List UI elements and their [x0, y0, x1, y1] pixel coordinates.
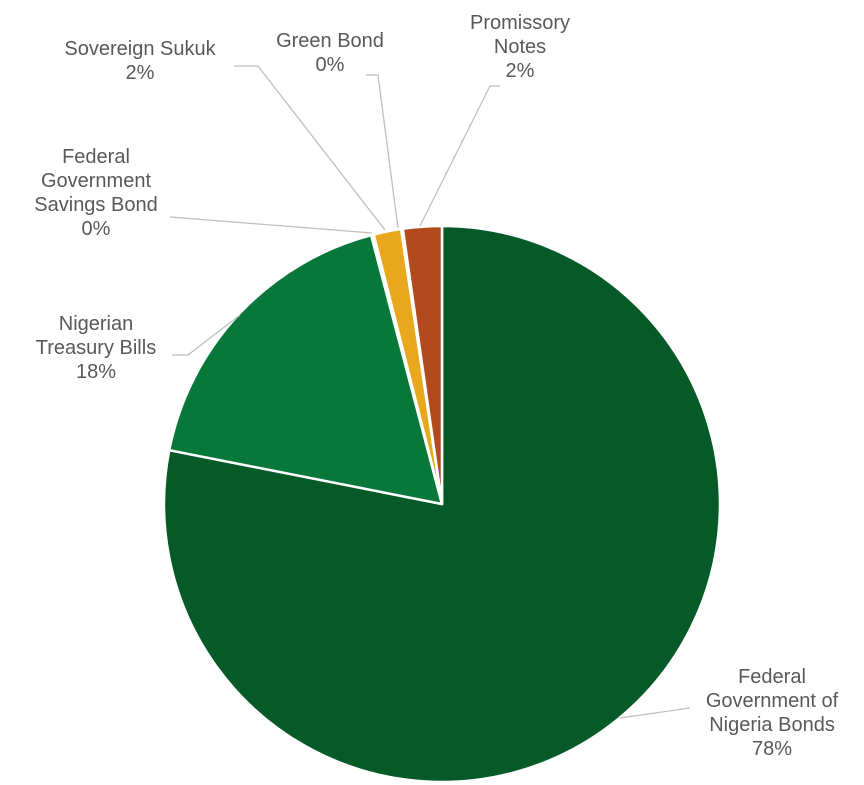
leader-line: [619, 707, 691, 719]
leader-line: [419, 85, 500, 227]
slice-name-line: Treasury Bills: [36, 337, 156, 359]
pie-slice: [401, 224, 444, 506]
slice-name-line: Green Bond: [276, 30, 384, 52]
slice-name-line: Sovereign Sukuk: [64, 38, 216, 60]
leader-line: [234, 65, 386, 231]
pie-slice: [162, 224, 722, 784]
leader-lines: [169, 65, 691, 719]
slice-labels: Federal Government of Nigeria Bonds 78%Nige…: [34, 12, 838, 760]
pie-slices: [162, 224, 722, 784]
slice-label: Green Bond 0%: [276, 30, 384, 76]
slice-percent: 0%: [82, 218, 111, 240]
slice-percent: 0%: [316, 54, 345, 76]
slice-percent: 2%: [506, 60, 535, 82]
slice-name-line: Nigerian: [59, 313, 133, 335]
slice-name-line: Government: [41, 170, 151, 192]
slice-name-line: Federal: [738, 666, 806, 688]
leader-line: [169, 216, 373, 234]
slice-name-line: Nigeria Bonds: [709, 714, 835, 736]
leader-line: [366, 74, 399, 229]
slice-name-line: Government of: [706, 690, 839, 712]
slice-percent: 2%: [126, 62, 155, 84]
slice-label: Nigerian Treasury Bills 18%: [36, 313, 156, 383]
slice-percent: 18%: [76, 361, 116, 383]
slice-name-line: Notes: [494, 36, 546, 58]
slice-name-line: Savings Bond: [34, 194, 157, 216]
slice-label: Federal Government of Nigeria Bonds 78%: [706, 666, 839, 760]
slice-label: Promissory Notes 2%: [470, 12, 570, 82]
leader-line: [172, 314, 241, 356]
slice-name-line: Promissory: [470, 12, 570, 34]
slice-label: Sovereign Sukuk 2%: [64, 38, 216, 84]
pie-slice: [168, 233, 444, 506]
slice-name-line: Federal: [62, 146, 130, 168]
slice-percent: 78%: [752, 738, 792, 760]
slice-label: Federal Government Savings Bond 0%: [34, 146, 157, 240]
